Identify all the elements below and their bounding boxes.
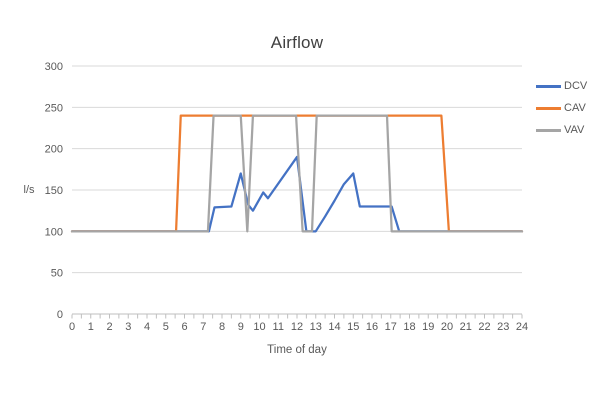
y-tick-label: 300 <box>45 61 63 73</box>
y-tick-label: 150 <box>45 185 63 197</box>
x-tick-label: 19 <box>422 321 434 333</box>
x-tick-label: 16 <box>366 321 378 333</box>
x-tick-label: 8 <box>219 321 225 333</box>
y-axis-unit-label: l/s <box>23 184 35 196</box>
legend-item-cav: CAV <box>536 97 587 119</box>
y-tick-label: 100 <box>45 226 63 238</box>
y-tick-label: 50 <box>51 268 63 280</box>
legend-line-swatch-dcv <box>536 84 561 88</box>
x-tick-label: 23 <box>497 321 509 333</box>
legend-line-swatch-vav <box>536 128 561 132</box>
y-tick-label: 200 <box>45 144 63 156</box>
x-tick-label: 13 <box>310 321 322 333</box>
x-tick-label: 3 <box>125 321 131 333</box>
x-tick-label: 24 <box>516 321 528 333</box>
legend-item-vav: VAV <box>536 119 587 141</box>
legend-label-dcv: DCV <box>564 80 588 92</box>
x-tick-label: 18 <box>403 321 415 333</box>
x-tick-label: 4 <box>144 321 150 333</box>
x-tick-label: 9 <box>238 321 244 333</box>
x-tick-label: 14 <box>328 321 340 333</box>
x-tick-label: 12 <box>291 321 303 333</box>
series-line-dcv <box>70 155 524 233</box>
legend: DCV CAV VAV <box>536 75 587 141</box>
x-tick-label: 0 <box>69 321 75 333</box>
y-tick-label: 250 <box>45 102 63 114</box>
legend-label-cav: CAV <box>564 102 586 114</box>
x-tick-label: 15 <box>347 321 359 333</box>
x-tick-label: 17 <box>385 321 397 333</box>
x-tick-label: 11 <box>273 321 284 333</box>
x-tick-label: 5 <box>163 321 169 333</box>
legend-line-swatch-cav <box>536 106 561 110</box>
x-tick-label: 1 <box>88 321 94 333</box>
x-tick-label: 10 <box>253 321 265 333</box>
series-line-vav <box>70 114 524 233</box>
x-tick-label: 20 <box>441 321 453 333</box>
x-tick-label: 2 <box>106 321 112 333</box>
chart-title: Airflow <box>270 33 324 52</box>
legend-item-dcv: DCV <box>536 75 587 97</box>
x-tick-label: 7 <box>200 321 206 333</box>
y-tick-label: 0 <box>57 309 63 321</box>
x-tick-label: 21 <box>460 321 472 333</box>
legend-label-vav: VAV <box>564 124 585 136</box>
x-axis-title: Time of day <box>267 344 327 356</box>
x-tick-label: 6 <box>181 321 187 333</box>
x-tick-label: 22 <box>478 321 490 333</box>
